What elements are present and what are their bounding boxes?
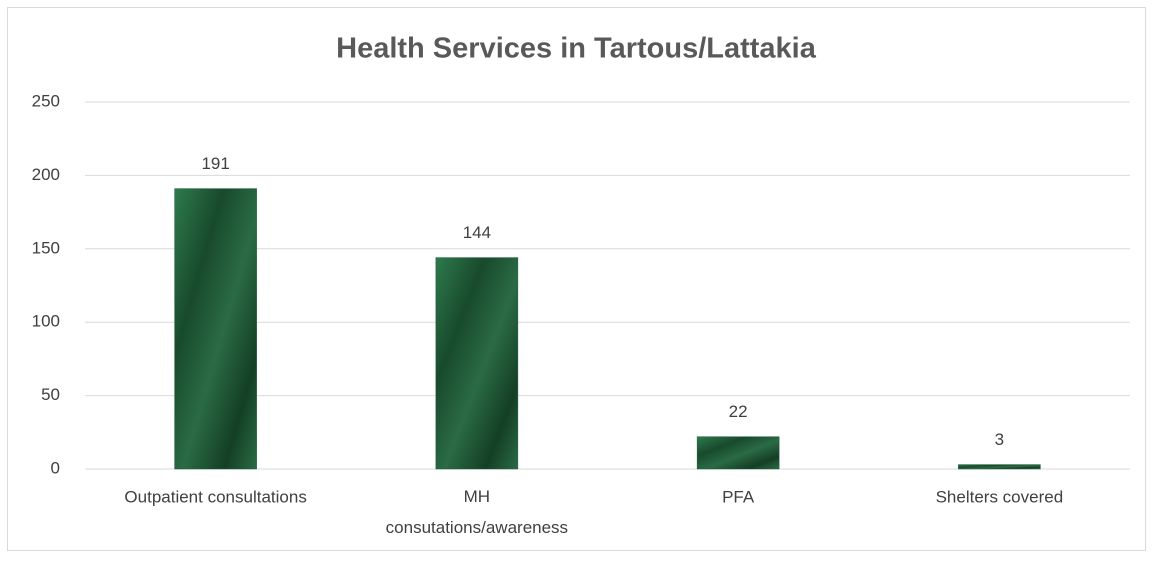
bar [696, 436, 780, 470]
y-tick-label: 150 [32, 238, 60, 257]
y-tick-label: 100 [32, 312, 60, 331]
bar [435, 257, 519, 470]
y-tick-label: 0 [51, 458, 60, 477]
bar [174, 188, 257, 470]
data-label: 144 [463, 223, 491, 242]
chart-title: Health Services in Tartous/Lattakia [336, 33, 817, 65]
y-tick-label: 250 [32, 91, 60, 110]
x-tick-label: Outpatient consultations [124, 487, 306, 506]
x-tick-label: Shelters covered [936, 487, 1064, 506]
bar [958, 464, 1041, 470]
y-tick-label: 200 [32, 165, 60, 184]
data-label: 191 [201, 154, 229, 173]
x-tick-label: PFA [722, 487, 755, 506]
y-tick-label: 50 [41, 385, 60, 404]
data-label: 22 [729, 402, 748, 421]
data-label: 3 [995, 430, 1004, 449]
x-tick-label: MH consutations/awareness [386, 487, 568, 537]
